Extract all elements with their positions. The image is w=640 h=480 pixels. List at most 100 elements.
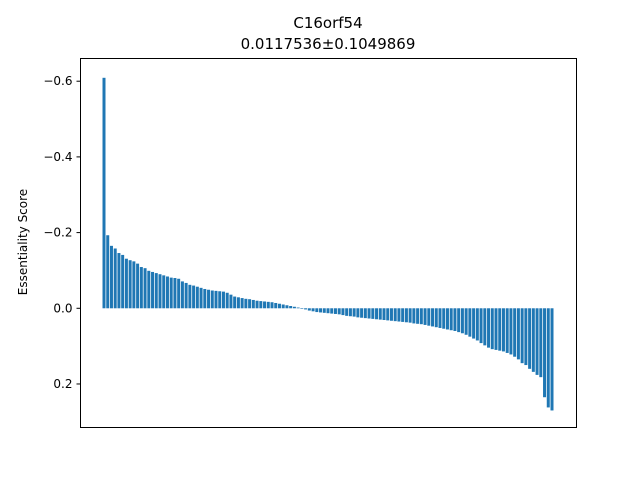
chart-subtitle: 0.0117536±0.1049869 — [241, 35, 416, 53]
bar — [184, 282, 188, 309]
bar — [233, 296, 237, 309]
bar — [266, 301, 270, 309]
bar — [408, 308, 412, 323]
bar — [180, 281, 184, 309]
bar — [300, 308, 304, 309]
bar — [524, 308, 528, 366]
y-tick-label: −0.4 — [43, 150, 72, 164]
bar — [292, 306, 296, 309]
y-tick-label: 0.2 — [53, 377, 72, 391]
bar — [404, 308, 408, 323]
bar — [207, 289, 211, 309]
bar — [543, 308, 547, 398]
bar — [468, 308, 472, 337]
bar — [210, 290, 214, 309]
bar — [322, 308, 326, 313]
bar — [177, 278, 181, 309]
bar — [475, 308, 479, 341]
bar — [438, 308, 442, 328]
bar — [427, 308, 431, 326]
bar — [348, 308, 352, 317]
bar — [528, 308, 532, 369]
bar — [169, 277, 173, 309]
bar — [356, 308, 360, 318]
bar — [158, 274, 162, 309]
bar — [307, 308, 311, 311]
bar — [259, 301, 263, 309]
bar — [501, 308, 505, 352]
bar — [113, 248, 117, 309]
bar — [218, 291, 222, 309]
bar — [352, 308, 356, 317]
bar-series — [102, 77, 554, 411]
bar — [337, 308, 341, 315]
bar — [490, 308, 494, 350]
bar — [311, 308, 315, 312]
bar — [494, 308, 498, 350]
bar — [445, 308, 449, 330]
bar — [147, 270, 151, 309]
bar — [151, 271, 155, 309]
bar — [165, 276, 169, 309]
bar — [472, 308, 476, 339]
y-tick-label: −0.6 — [43, 74, 72, 88]
bar — [162, 275, 166, 309]
bar — [240, 298, 244, 309]
bar — [367, 308, 371, 319]
bar — [315, 308, 319, 313]
chart-title: C16orf54 — [293, 14, 362, 32]
bar — [139, 267, 143, 309]
bar — [487, 308, 491, 348]
bar — [274, 302, 278, 309]
bar — [330, 308, 334, 314]
bar — [229, 294, 233, 309]
bar — [124, 258, 128, 309]
bar — [289, 306, 293, 309]
bar — [199, 287, 203, 309]
bar — [319, 308, 323, 313]
bar — [535, 308, 539, 375]
bar — [516, 308, 520, 360]
bar — [539, 308, 543, 378]
bar — [214, 290, 218, 309]
bar — [449, 308, 453, 331]
bar — [550, 308, 554, 411]
bar — [203, 288, 207, 309]
bar — [345, 308, 349, 316]
bar — [360, 308, 364, 318]
bar — [423, 308, 427, 325]
bar — [363, 308, 367, 319]
bar — [513, 308, 517, 357]
bar — [419, 308, 423, 325]
bar — [453, 308, 457, 331]
y-tick-label: 0.0 — [53, 301, 72, 315]
bar — [136, 263, 140, 309]
bar — [442, 308, 446, 329]
bar — [263, 301, 267, 309]
bar — [221, 291, 225, 309]
bar — [401, 308, 405, 322]
bar — [378, 308, 382, 320]
bar — [498, 308, 502, 351]
bar — [236, 297, 240, 309]
y-tick-label: −0.2 — [43, 226, 72, 240]
bar — [371, 308, 375, 319]
bar — [326, 308, 330, 314]
bar — [341, 308, 345, 316]
bar — [132, 261, 136, 309]
bar — [143, 268, 147, 309]
bar — [244, 298, 248, 309]
bar — [505, 308, 509, 353]
bar — [121, 254, 125, 309]
bar — [412, 308, 416, 324]
bar — [333, 308, 337, 314]
bar — [531, 308, 535, 372]
bar — [285, 305, 289, 309]
bar — [431, 308, 435, 327]
bar — [251, 299, 255, 309]
bar — [248, 299, 252, 309]
bar — [416, 308, 420, 324]
bar — [195, 286, 199, 309]
bar — [457, 308, 461, 333]
